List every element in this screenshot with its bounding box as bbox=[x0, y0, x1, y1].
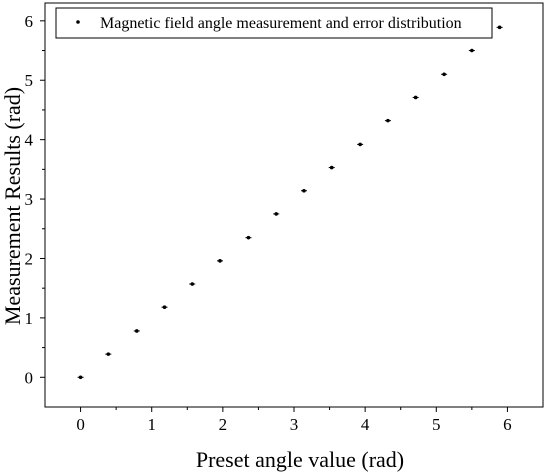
y-axis: 0 1 2 3 4 5 6 bbox=[25, 12, 45, 387]
x-tick-label: 0 bbox=[76, 415, 85, 434]
data-series bbox=[77, 25, 503, 380]
data-point bbox=[302, 188, 306, 193]
data-point bbox=[218, 259, 222, 263]
data-point bbox=[329, 165, 334, 170]
x-tick-label: 5 bbox=[432, 415, 441, 434]
data-point bbox=[386, 118, 390, 123]
data-point bbox=[442, 72, 446, 77]
data-point bbox=[78, 375, 83, 380]
x-tick-label: 1 bbox=[147, 415, 156, 434]
plot-area bbox=[44, 2, 544, 408]
legend: Magnetic field angle measurement and err… bbox=[55, 7, 493, 39]
data-point bbox=[190, 282, 195, 286]
x-tick-label: 6 bbox=[503, 415, 512, 434]
data-point bbox=[470, 48, 474, 53]
data-point bbox=[106, 352, 111, 356]
y-tick-label: 6 bbox=[25, 12, 34, 31]
x-tick-label: 2 bbox=[219, 415, 228, 434]
y-tick-label: 0 bbox=[25, 368, 34, 387]
y-tick-label: 5 bbox=[25, 71, 34, 90]
data-point bbox=[246, 235, 251, 240]
x-tick-label: 3 bbox=[290, 415, 299, 434]
y-tick-label: 4 bbox=[25, 131, 34, 150]
y-axis-title: Measurement Results (rad) bbox=[0, 87, 25, 325]
x-tick-label: 4 bbox=[361, 415, 370, 434]
x-axis-title: Preset angle value (rad) bbox=[196, 447, 404, 472]
x-axis: 0 1 2 3 4 5 6 bbox=[76, 407, 512, 434]
data-point bbox=[358, 142, 362, 147]
legend-box bbox=[55, 7, 493, 39]
y-tick-label: 1 bbox=[25, 309, 34, 328]
data-point bbox=[497, 25, 502, 30]
legend-label: Magnetic field angle measurement and err… bbox=[100, 15, 462, 32]
data-point bbox=[134, 329, 139, 333]
data-point bbox=[413, 95, 418, 100]
data-point bbox=[274, 212, 279, 216]
plot-border bbox=[44, 2, 544, 408]
y-tick-label: 2 bbox=[25, 249, 34, 268]
data-point bbox=[162, 305, 167, 309]
legend-marker bbox=[76, 20, 80, 24]
y-tick-label: 3 bbox=[25, 190, 34, 209]
